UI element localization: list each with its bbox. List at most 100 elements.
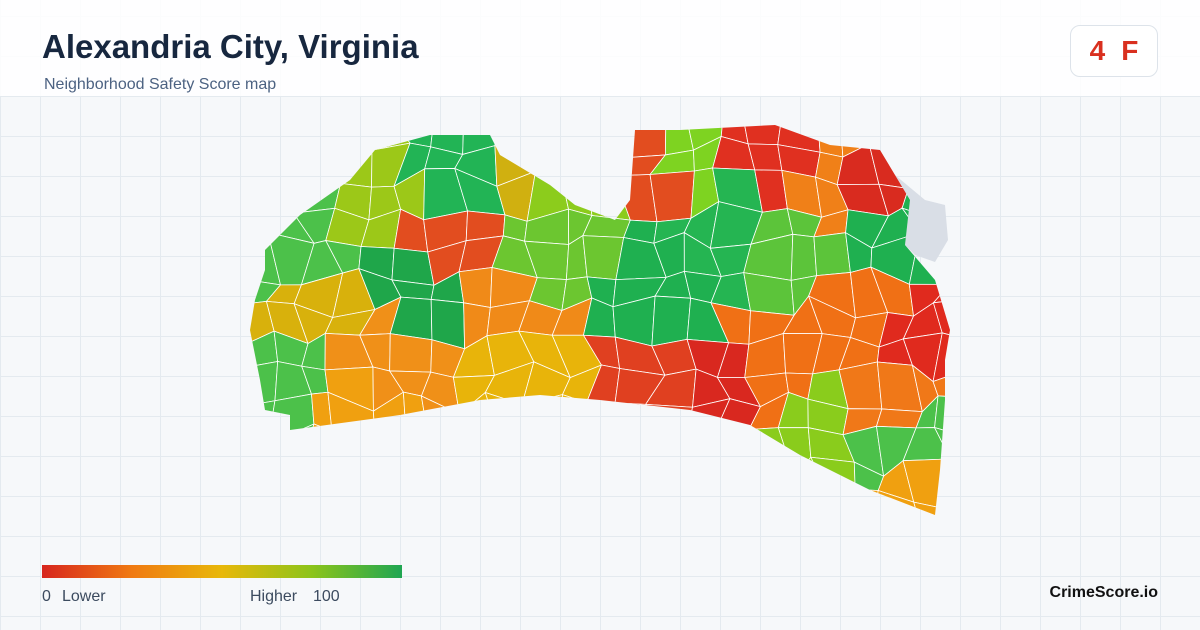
brand: CrimeScore.io (1049, 584, 1158, 601)
neighborhood (681, 496, 729, 515)
neighborhood (755, 490, 786, 515)
neighborhood (716, 496, 760, 515)
neighborhood (488, 472, 535, 500)
neighborhood (681, 455, 732, 510)
neighborhood (593, 436, 634, 473)
neighborhood (327, 458, 378, 507)
neighborhood (394, 125, 436, 148)
neighborhood (498, 527, 536, 568)
neighborhood (425, 528, 463, 559)
neighborhood (871, 529, 921, 573)
neighborhood (586, 402, 616, 442)
legend-min: 0 (42, 588, 51, 605)
neighborhood (521, 394, 568, 441)
neighborhood (293, 170, 342, 214)
neighborhood (969, 492, 1009, 526)
water (895, 175, 948, 262)
neighborhood (533, 490, 556, 515)
neighborhood (971, 176, 1012, 204)
neighborhood (464, 429, 498, 474)
neighborhood (686, 426, 732, 473)
neighborhood (651, 295, 692, 347)
neighborhood (522, 125, 566, 142)
neighborhood (657, 487, 693, 515)
neighborhood (325, 125, 373, 151)
neighborhoods (250, 125, 1015, 573)
neighborhood (852, 489, 879, 515)
neighborhood (944, 236, 950, 285)
legend-min-label: Lower (62, 588, 106, 605)
neighborhood (744, 125, 784, 146)
neighborhood (371, 540, 404, 555)
neighborhood (374, 427, 407, 469)
neighborhood (653, 426, 694, 476)
neighborhood (584, 527, 627, 563)
neighborhood (902, 125, 939, 159)
neighborhood (973, 237, 1014, 283)
neighborhood (422, 458, 468, 509)
neighborhood (559, 138, 588, 180)
neighborhood (724, 529, 759, 564)
neighborhood (263, 137, 304, 175)
neighborhood (790, 233, 818, 281)
neighborhood (621, 487, 663, 515)
neighborhood (615, 125, 667, 158)
neighborhood (389, 333, 433, 373)
neighborhood (488, 430, 536, 476)
neighborhood (458, 267, 493, 308)
neighborhood (370, 487, 405, 515)
neighborhood (461, 469, 498, 509)
neighborhood (301, 423, 340, 468)
neighborhood (393, 428, 430, 468)
neighborhood (250, 125, 265, 151)
neighborhood (941, 458, 950, 510)
neighborhood (555, 523, 593, 565)
neighborhood (302, 125, 328, 146)
neighborhood (777, 489, 827, 515)
neighborhood (250, 173, 282, 208)
neighborhood (911, 529, 951, 568)
legend-max-label: Higher (250, 588, 298, 605)
neighborhood (522, 138, 566, 172)
neighborhood (250, 489, 279, 515)
neighborhood (331, 430, 378, 469)
neighborhood (932, 364, 950, 399)
neighborhood (967, 435, 1015, 474)
neighborhood (781, 524, 823, 558)
neighborhood (913, 501, 950, 515)
neighborhood (934, 154, 950, 183)
neighborhood (613, 402, 668, 442)
neighborhood (393, 458, 425, 503)
neighborhood (250, 140, 282, 187)
neighborhood (613, 425, 668, 476)
neighborhood (250, 400, 276, 445)
neighborhood (716, 426, 750, 471)
neighborhood (484, 391, 536, 442)
neighborhood (454, 527, 506, 568)
neighborhood (301, 458, 340, 507)
neighborhood (819, 526, 853, 556)
neighborhood (932, 282, 950, 304)
neighborhood (662, 523, 692, 564)
neighborhood (496, 495, 537, 515)
legend-max: 100 (313, 588, 340, 605)
neighborhood (519, 523, 555, 565)
score-grade: F (1121, 35, 1139, 66)
neighborhood (979, 343, 1003, 381)
neighborhood (746, 524, 785, 558)
neighborhood (275, 466, 310, 492)
neighborhood (934, 125, 950, 159)
neighborhood (250, 360, 279, 409)
neighborhood (267, 423, 315, 478)
neighborhood (586, 125, 633, 158)
neighborhood (267, 393, 315, 445)
neighborhood (250, 468, 280, 501)
neighborhood (810, 456, 856, 491)
neighborhood (561, 394, 597, 441)
subtitle: Neighborhood Safety Score map (44, 76, 277, 93)
neighborhood (979, 365, 1015, 399)
neighborhood (742, 469, 796, 508)
neighborhood (556, 436, 597, 473)
neighborhood (823, 489, 856, 515)
